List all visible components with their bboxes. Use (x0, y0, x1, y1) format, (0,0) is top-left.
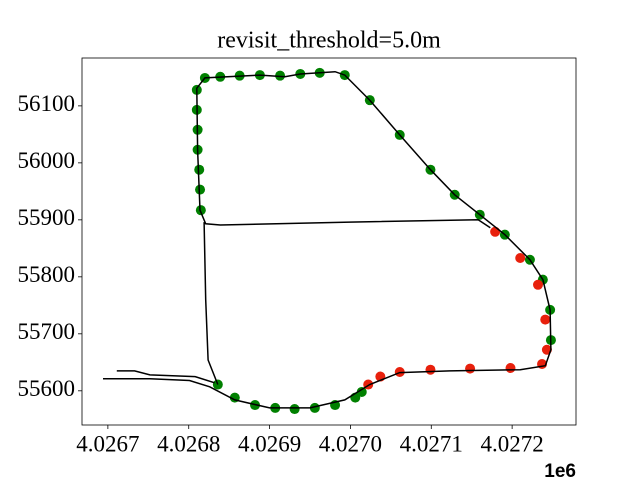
marker (212, 379, 223, 390)
y-tick-label: 55600 (18, 376, 76, 401)
y-tick-label: 55900 (18, 205, 76, 230)
marker (465, 363, 476, 374)
y-tick-label: 55800 (18, 262, 76, 287)
x-tick-label: 4.0272 (481, 431, 544, 456)
x-tick-label: 4.0269 (238, 431, 301, 456)
marker (515, 253, 526, 264)
marker (490, 226, 501, 237)
chart-title: revisit_threshold=5.0m (217, 28, 441, 54)
marker (533, 279, 543, 290)
y-tick-label: 55700 (18, 319, 76, 344)
trajectory-line (103, 70, 552, 409)
marker (540, 314, 551, 325)
x-axis-label: x (321, 471, 333, 480)
marker (275, 70, 286, 81)
x-offset-label: 1e6 (544, 461, 576, 480)
marker (194, 164, 205, 175)
marker (425, 364, 436, 375)
marker (195, 184, 206, 195)
x-tick-label: 4.0268 (157, 431, 220, 456)
marker (309, 402, 320, 413)
y-tick-label: 56000 (18, 148, 76, 173)
x-tick-label: 4.0270 (319, 431, 382, 456)
marker (289, 404, 300, 415)
y-tick-label: 56100 (18, 91, 76, 116)
x-tick-label: 4.0267 (76, 431, 139, 456)
plot-frame (81, 57, 577, 426)
marker (195, 205, 206, 216)
x-tick-label: 4.0271 (400, 431, 463, 456)
marker (356, 386, 367, 397)
marker (505, 363, 516, 374)
